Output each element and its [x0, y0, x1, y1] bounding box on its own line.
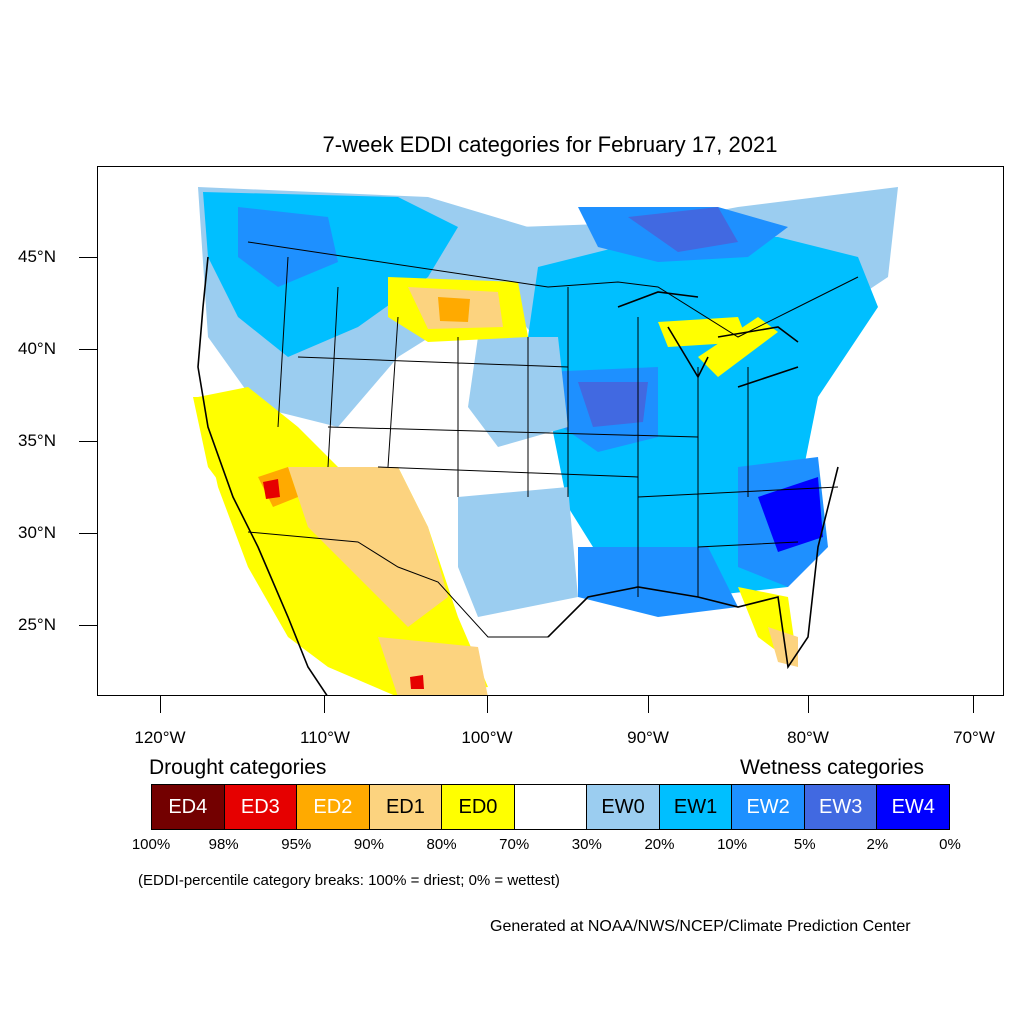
legend-swatch-ed0: ED0: [442, 785, 515, 829]
legend-swatch-ed1: ED1: [369, 785, 443, 829]
legend-swatch-ew3: EW3: [804, 785, 878, 829]
break-label: 80%: [426, 836, 457, 853]
boundary-lines: [197, 241, 859, 695]
break-label: 70%: [499, 836, 530, 853]
lon-tick: [648, 696, 649, 713]
lon-tick: [160, 696, 161, 713]
legend-swatch-ed3: ED3: [224, 785, 298, 829]
lat-label-35: 35°N: [18, 431, 56, 450]
break-label: 10%: [717, 836, 748, 853]
category-fill-layer: [193, 187, 898, 695]
lon-label-110: 110°W: [300, 728, 350, 747]
lon-label-80: 80°W: [787, 728, 829, 747]
ew3-lake-superior: [628, 207, 738, 252]
legend-swatch-neutral: [514, 785, 588, 829]
lat-tick: [79, 533, 97, 534]
lon-tick: [808, 696, 809, 713]
lat-tick: [79, 349, 97, 350]
legend-swatch-ed4: ED4: [152, 785, 225, 829]
ed2-montana: [438, 297, 470, 322]
state-lines: [277, 256, 839, 597]
ed1-southwest: [288, 467, 448, 627]
mexico-border: [247, 531, 548, 638]
break-label: 2%: [866, 836, 889, 853]
legend-swatch-ew2: EW2: [732, 785, 805, 829]
lon-tick: [324, 696, 325, 713]
break-label: 0%: [939, 836, 961, 853]
legend-swatch-ew4: EW4: [877, 785, 950, 829]
lat-label-45: 45°N: [18, 247, 56, 266]
ed1-florida: [768, 627, 798, 667]
lon-label-120: 120°W: [134, 728, 186, 747]
legend-swatch-ew0: EW0: [587, 785, 660, 829]
lon-tick: [487, 696, 488, 713]
lon-label-70: 70°W: [953, 728, 995, 747]
map-frame: [97, 166, 1004, 696]
credit-line: Generated at NOAA/NWS/NCEP/Climate Predi…: [490, 918, 911, 935]
ew0-texas: [458, 487, 578, 617]
lat-tick: [79, 625, 97, 626]
wetness-heading: Wetness categories: [740, 756, 925, 779]
coastline: [197, 256, 328, 695]
canada-border: [247, 241, 859, 338]
map-title: 7-week EDDI categories for February 17, …: [322, 132, 778, 157]
break-label: 98%: [208, 836, 239, 853]
break-label: 30%: [571, 836, 602, 853]
ew2-northwest: [238, 207, 338, 287]
lat-tick: [79, 441, 97, 442]
lat-tick: [79, 257, 97, 258]
lon-tick: [973, 696, 974, 713]
break-label: 20%: [644, 836, 675, 853]
ed0-california-coast: [193, 397, 248, 507]
ew3-iowa: [578, 382, 648, 427]
break-label: 90%: [353, 836, 384, 853]
lat-label-25: 25°N: [18, 615, 56, 634]
ed1-mexico: [378, 637, 488, 695]
break-label: 95%: [281, 836, 312, 853]
breaks-note: (EDDI-percentile category breaks: 100% =…: [138, 872, 560, 889]
category-legend: ED4 ED3 ED2 ED1 ED0 EW0 EW1 EW2 EW3 EW4: [151, 784, 950, 830]
legend-swatch-ed2: ED2: [297, 785, 370, 829]
ed3-arizona: [263, 479, 280, 499]
lat-label-30: 30°N: [18, 523, 56, 542]
lon-label-100: 100°W: [461, 728, 513, 747]
ed3-mexico: [410, 675, 424, 689]
lat-label-40: 40°N: [18, 339, 56, 358]
ed0-lake-erie: [698, 317, 778, 377]
legend-swatch-ew1: EW1: [659, 785, 733, 829]
ew4-carolinas: [758, 477, 823, 552]
eddi-map: [193, 187, 898, 695]
break-label: 5%: [793, 836, 816, 853]
gulf-coast: [547, 466, 839, 670]
break-label: 100%: [131, 836, 171, 853]
lon-label-90: 90°W: [627, 728, 669, 747]
ed0-michigan: [658, 317, 748, 347]
drought-heading: Drought categories: [149, 756, 327, 779]
